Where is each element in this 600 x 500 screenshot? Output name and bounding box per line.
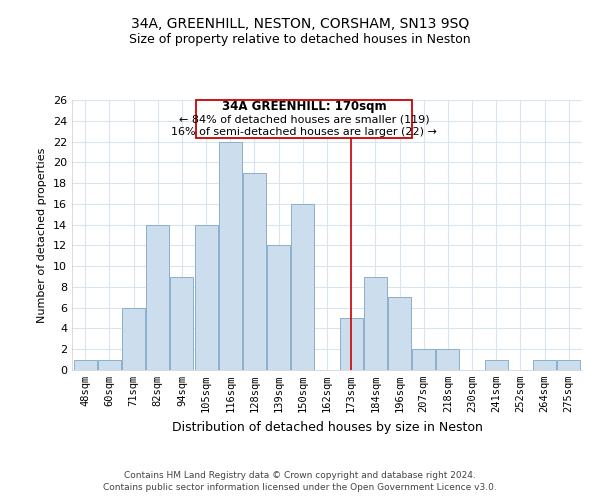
Text: 16% of semi-detached houses are larger (22) →: 16% of semi-detached houses are larger (…: [171, 127, 437, 137]
Bar: [388, 298, 411, 370]
Bar: [533, 360, 556, 370]
Bar: [267, 246, 290, 370]
Bar: [243, 172, 266, 370]
Y-axis label: Number of detached properties: Number of detached properties: [37, 148, 47, 322]
Text: Size of property relative to detached houses in Neston: Size of property relative to detached ho…: [129, 32, 471, 46]
Bar: [194, 224, 218, 370]
Bar: [122, 308, 145, 370]
Text: Contains public sector information licensed under the Open Government Licence v3: Contains public sector information licen…: [103, 484, 497, 492]
Bar: [170, 276, 193, 370]
Bar: [340, 318, 362, 370]
Bar: [98, 360, 121, 370]
Text: 34A GREENHILL: 170sqm: 34A GREENHILL: 170sqm: [222, 100, 386, 112]
Bar: [219, 142, 242, 370]
Bar: [146, 224, 169, 370]
Bar: [74, 360, 97, 370]
FancyBboxPatch shape: [196, 100, 412, 138]
Text: 34A, GREENHILL, NESTON, CORSHAM, SN13 9SQ: 34A, GREENHILL, NESTON, CORSHAM, SN13 9S…: [131, 18, 469, 32]
Text: Contains HM Land Registry data © Crown copyright and database right 2024.: Contains HM Land Registry data © Crown c…: [124, 471, 476, 480]
Bar: [412, 349, 435, 370]
Bar: [364, 276, 387, 370]
X-axis label: Distribution of detached houses by size in Neston: Distribution of detached houses by size …: [172, 420, 482, 434]
Bar: [436, 349, 460, 370]
Bar: [292, 204, 314, 370]
Bar: [557, 360, 580, 370]
Bar: [485, 360, 508, 370]
Text: ← 84% of detached houses are smaller (119): ← 84% of detached houses are smaller (11…: [179, 114, 430, 124]
